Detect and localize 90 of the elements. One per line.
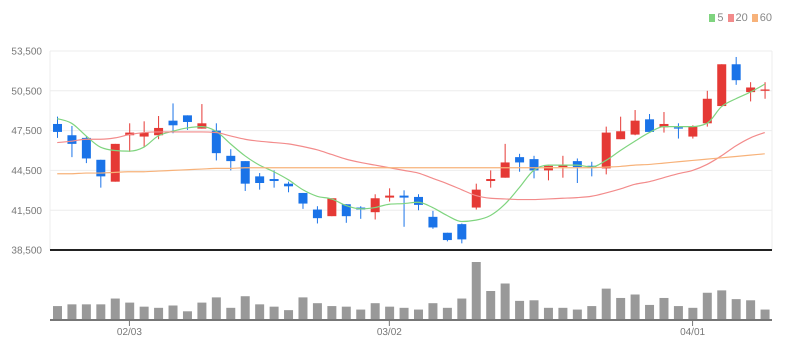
bar (674, 306, 683, 320)
bar (356, 310, 366, 320)
bar (457, 298, 466, 320)
candlestick (400, 190, 409, 228)
y-tick-label: 38,500 (11, 246, 42, 257)
bar (226, 308, 236, 320)
candlestick (428, 210, 438, 230)
candlestick (688, 124, 698, 140)
candlestick (472, 183, 481, 210)
bar (616, 298, 626, 320)
bar (312, 303, 322, 320)
bar (96, 304, 106, 320)
y-tick-label: 44,500 (11, 166, 42, 177)
candlestick (342, 204, 351, 224)
bar (414, 310, 423, 320)
bar (760, 310, 770, 320)
bar (428, 303, 438, 320)
candlestick (240, 160, 250, 192)
candlestick (96, 159, 106, 188)
bar (82, 304, 91, 320)
y-tick-label: 41,500 (11, 206, 42, 217)
bar (645, 304, 654, 320)
y-tick-label: 53,500 (11, 46, 42, 58)
bar (385, 306, 394, 320)
y-tick-label: 50,500 (11, 86, 42, 98)
bar (327, 306, 336, 320)
bar (558, 308, 568, 320)
bar (197, 302, 206, 320)
bar (587, 306, 596, 320)
bar (732, 299, 741, 320)
candlestick (732, 56, 741, 86)
candlestick (67, 125, 76, 158)
legend-label: 60 (758, 12, 772, 24)
bar (255, 304, 264, 320)
bar (602, 288, 611, 320)
bar (53, 306, 62, 320)
bar (544, 308, 553, 320)
bar (659, 298, 668, 320)
candlestick (515, 153, 524, 172)
bar (630, 294, 640, 320)
legend-label: 20 (734, 12, 748, 24)
bar (298, 297, 308, 320)
candlestick (226, 148, 236, 171)
candlestick (486, 170, 496, 188)
x-tick-label: 02/03 (116, 327, 142, 338)
candlestick (298, 192, 308, 210)
bar (342, 306, 351, 320)
candlestick (182, 114, 192, 130)
candlestick (385, 188, 394, 202)
bar (472, 262, 481, 320)
candlestick (284, 181, 294, 193)
candlestick (312, 206, 322, 224)
candlestick (270, 170, 279, 188)
candlestick (168, 102, 178, 134)
bar (400, 308, 409, 320)
bar (530, 300, 539, 320)
candlestick (82, 135, 91, 164)
bar (515, 300, 524, 320)
candlestick (616, 116, 626, 140)
bar (572, 310, 582, 320)
bar (688, 308, 698, 320)
bar (110, 298, 120, 320)
bar (168, 306, 178, 320)
x-tick-label: 04/01 (680, 327, 706, 338)
y-tick-label: 47,500 (11, 126, 42, 138)
bar (270, 306, 279, 320)
bar (702, 292, 712, 320)
bar (154, 308, 164, 320)
x-tick-label: 03/02 (376, 327, 402, 338)
candlestick (645, 114, 654, 132)
line-series (56, 84, 766, 222)
candlestick (630, 110, 640, 136)
candlestick (760, 82, 770, 100)
candlestick (212, 122, 221, 161)
bar (717, 290, 726, 320)
bar (140, 306, 149, 320)
bar (284, 310, 294, 320)
candlestick (53, 116, 62, 138)
candlestick (457, 222, 466, 244)
bar (125, 302, 134, 320)
bar (746, 300, 756, 320)
bar (67, 304, 76, 320)
bar (500, 283, 510, 320)
candlestick (255, 172, 264, 190)
bar (370, 303, 380, 320)
bar (486, 291, 496, 320)
bar (240, 296, 250, 320)
bar (442, 308, 452, 320)
legend-label: 5 (716, 12, 724, 24)
bar (212, 297, 221, 320)
